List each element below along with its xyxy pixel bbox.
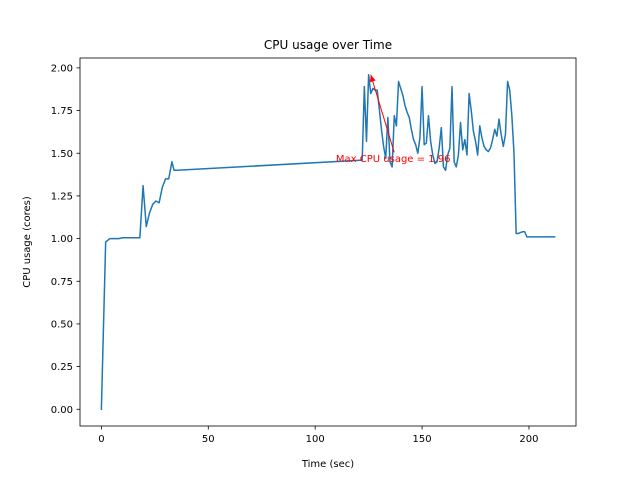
- series-line: [100, 73, 556, 411]
- annotation-arrow-line: [370, 74, 395, 153]
- x-tick-label: 100: [306, 434, 325, 445]
- x-tick-label: 50: [202, 434, 215, 445]
- max-annotation-label: Max CPU usage = 1.96: [336, 154, 451, 165]
- annotation-arrow-head: [369, 74, 376, 83]
- y-tick-label: 1.25: [51, 192, 73, 203]
- x-tick-label: 200: [519, 434, 538, 445]
- y-axis-label: CPU usage (cores): [22, 196, 33, 288]
- axes-frame: [79, 57, 577, 427]
- y-tick-label: 1.75: [51, 106, 73, 117]
- x-axis-label: Time (sec): [301, 459, 354, 470]
- y-tick-label: 0.00: [51, 405, 73, 416]
- y-tick-label: 0.25: [51, 362, 73, 373]
- x-axis-ticks: 0 50 100 150 200: [98, 426, 539, 445]
- y-tick-label: 1.00: [51, 234, 73, 245]
- x-tick-label: 150: [413, 434, 432, 445]
- y-axis-ticks: 0.00 0.25 0.50 0.75 1.00 1.25 1.50 1.75 2.00: [51, 63, 80, 416]
- x-tick-label: 0: [98, 434, 104, 445]
- plot-area: [100, 73, 556, 411]
- annotation-layer: Max CPU usage = 1.96: [336, 74, 451, 165]
- y-tick-label: 0.50: [51, 320, 73, 331]
- chart-title: CPU usage over Time: [264, 38, 392, 52]
- y-tick-label: 1.50: [51, 149, 73, 160]
- y-tick-label: 2.00: [51, 63, 73, 74]
- y-tick-label: 0.75: [51, 277, 73, 288]
